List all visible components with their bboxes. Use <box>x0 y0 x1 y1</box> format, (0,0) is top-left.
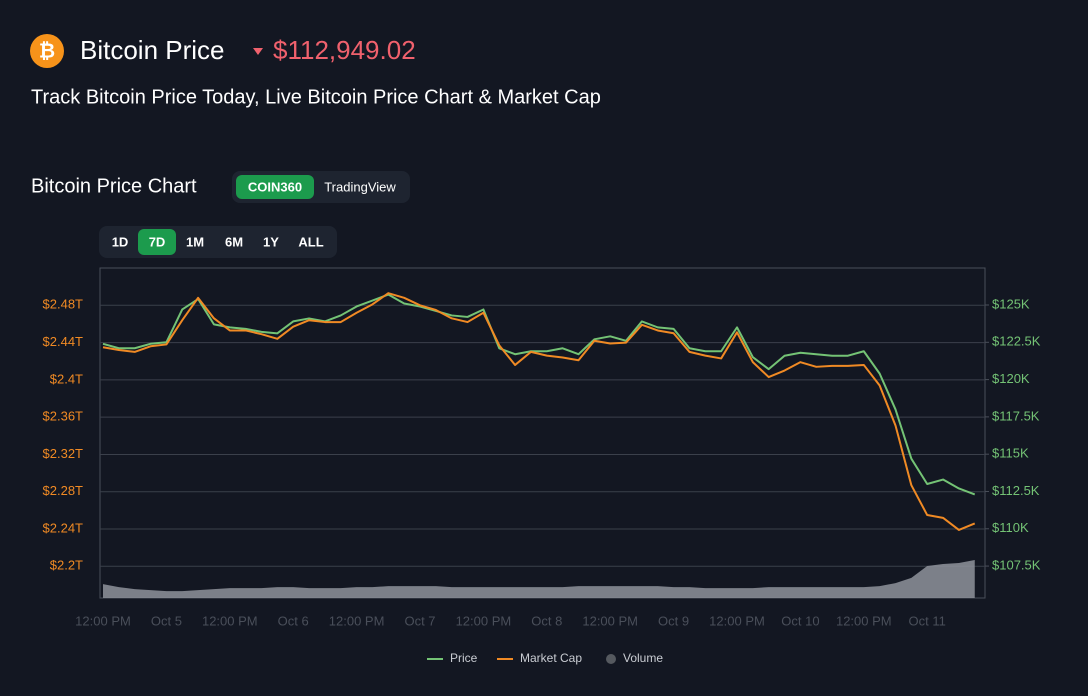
y-tick-label: $2.32T <box>43 446 84 461</box>
x-tick-label: Oct 9 <box>658 613 689 628</box>
x-tick-label: 12:00 PM <box>456 613 512 628</box>
volume-area <box>103 560 975 598</box>
range-label[interactable]: ALL <box>298 234 323 249</box>
down-arrow <box>253 48 263 55</box>
x-tick-label: Oct 5 <box>151 613 182 628</box>
source-label[interactable]: TradingView <box>324 179 396 194</box>
plot-area <box>99 267 986 599</box>
y2-tick-label: $107.5K <box>992 558 1041 573</box>
x-tick-label: 12:00 PM <box>709 613 765 628</box>
y2-tick-label: $110K <box>992 520 1029 535</box>
y2-tick-label: $125K <box>992 296 1030 311</box>
y2-tick-label: $122.5K <box>992 334 1041 349</box>
y-tick-label: $2.48T <box>43 297 84 312</box>
range-label[interactable]: 1M <box>186 234 204 249</box>
legend-label[interactable]: Market Cap <box>520 651 582 665</box>
range-label[interactable]: 1Y <box>263 234 279 249</box>
x-tick-label: 12:00 PM <box>836 613 892 628</box>
x-tick-label: Oct 6 <box>278 613 309 628</box>
legend-swatch[interactable] <box>606 654 616 664</box>
y-tick-label: $2.24T <box>43 520 84 535</box>
x-tick-label: Oct 8 <box>531 613 562 628</box>
x-tick-label: 12:00 PM <box>75 613 131 628</box>
range-label[interactable]: 1D <box>112 234 129 249</box>
range-button[interactable] <box>138 229 176 255</box>
subtitle: Track Bitcoin Price Today, Live Bitcoin … <box>31 86 601 108</box>
y-tick-label: $2.36T <box>43 409 84 424</box>
x-tick-label: Oct 7 <box>404 613 435 628</box>
x-tick-label: Oct 11 <box>909 613 946 628</box>
coin-icon <box>30 34 64 68</box>
series-line <box>102 293 976 496</box>
page-title: Bitcoin Price <box>80 35 225 65</box>
x-tick-label: 12:00 PM <box>582 613 638 628</box>
price: $112,949.02 <box>273 35 416 65</box>
y-tick-label: $2.4T <box>50 371 83 386</box>
x-tick-label: Oct 10 <box>781 613 819 628</box>
range-label[interactable]: 6M <box>225 234 243 249</box>
range-label[interactable]: 7D <box>149 234 166 249</box>
legend-label[interactable]: Volume <box>623 651 663 665</box>
y-tick-label: $2.2T <box>50 558 83 573</box>
x-tick-label: 12:00 PM <box>329 613 385 628</box>
y2-tick-label: $117.5K <box>992 408 1040 423</box>
y2-tick-label: $112.5K <box>992 483 1040 498</box>
y-tick-label: $2.44T <box>43 334 84 349</box>
y2-tick-label: $120K <box>992 371 1030 386</box>
coin-symbol: ₿ <box>39 40 55 62</box>
source-button[interactable] <box>236 175 314 199</box>
y2-tick-label: $115K <box>992 446 1029 461</box>
x-tick-label: 12:00 PM <box>202 613 258 628</box>
chart-heading: Bitcoin Price Chart <box>31 175 197 197</box>
y-tick-label: $2.28T <box>43 483 84 498</box>
series-line <box>102 292 976 531</box>
legend-label[interactable]: Price <box>450 651 478 665</box>
source-label[interactable]: COIN360 <box>248 179 302 194</box>
